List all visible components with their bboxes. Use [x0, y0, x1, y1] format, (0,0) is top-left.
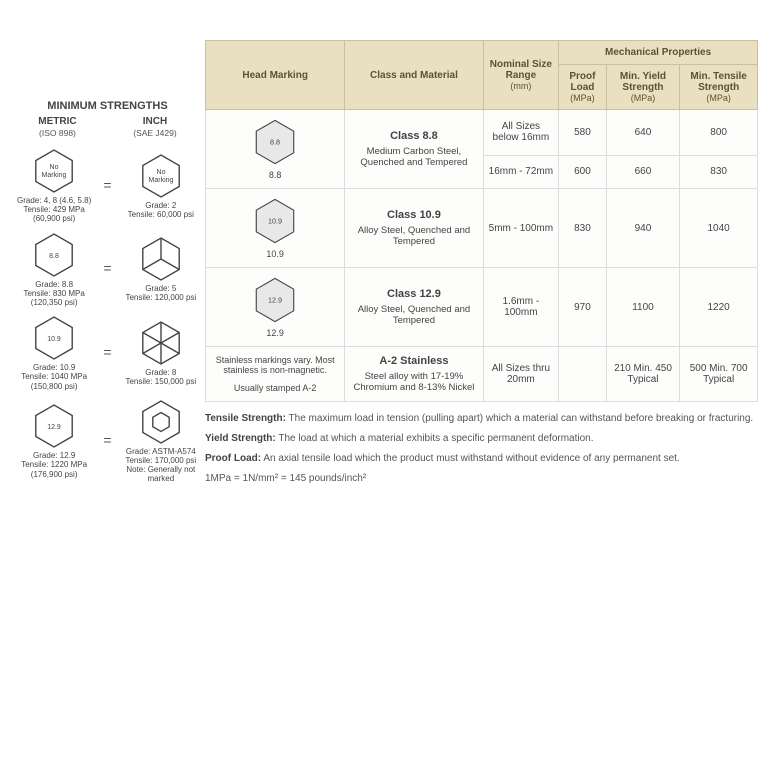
equals-sign: =	[100, 344, 115, 360]
svg-text:No: No	[50, 164, 59, 171]
data-cell: 830	[680, 155, 758, 188]
data-cell: 940	[606, 189, 680, 268]
inch-cell: Grade: 5Tensile: 120,000 psi	[118, 234, 203, 302]
hexagon-icon: 10.9	[30, 314, 78, 362]
data-cell	[559, 347, 607, 402]
data-cell: 660	[606, 155, 680, 188]
metric-cell: 10.9 Grade: 10.9Tensile: 1040 MPa(150,80…	[12, 313, 97, 391]
data-cell: 210 Min. 450 Typical	[606, 347, 680, 402]
svg-text:8.8: 8.8	[270, 137, 280, 146]
table-row: 10.9 10.9Class 10.9Alloy Steel, Quenched…	[206, 189, 758, 268]
th-proof: Proof Load(MPa)	[559, 65, 607, 110]
th-tensile: Min. Tensile Strength(MPa)	[680, 65, 758, 110]
hexagon-icon: 8.8	[30, 231, 78, 279]
th-head-marking: Head Marking	[206, 41, 345, 110]
class-material-cell: Class 10.9Alloy Steel, Quenched and Temp…	[345, 189, 483, 268]
hexagon-icon	[137, 319, 185, 367]
data-cell: 500 Min. 700 Typical	[680, 347, 758, 402]
table-row: Stainless markings vary. Most stainless …	[206, 347, 758, 402]
hexagon-icon: NoMarking	[30, 147, 78, 195]
svg-text:10.9: 10.9	[47, 336, 61, 343]
table-row: 12.9 12.9Class 12.9Alloy Steel, Quenched…	[206, 268, 758, 347]
class-material-cell: Class 8.8Medium Carbon Steel, Quenched a…	[345, 110, 483, 189]
units-header: METRIC(ISO 898) INCH(SAE J429)	[10, 116, 205, 140]
svg-text:No: No	[156, 169, 165, 176]
data-cell: All Sizes thru 20mm	[483, 347, 559, 402]
metric-cell: 12.9 Grade: 12.9Tensile: 1220 MPa(176,90…	[12, 401, 97, 479]
data-cell: 580	[559, 110, 607, 156]
data-cell: 970	[559, 268, 607, 347]
strength-table: Head Marking Class and Material Nominal …	[205, 40, 758, 402]
comparison-row: 10.9 Grade: 10.9Tensile: 1040 MPa(150,80…	[10, 313, 205, 391]
hexagon-icon: NoMarking	[137, 152, 185, 200]
th-mech: Mechanical Properties	[559, 41, 758, 65]
inch-cell: Grade: 8Tensile: 150,000 psi	[118, 318, 203, 386]
th-class-material: Class and Material	[345, 41, 483, 110]
data-cell: 1040	[680, 189, 758, 268]
comparison-row: 12.9 Grade: 12.9Tensile: 1220 MPa(176,90…	[10, 397, 205, 484]
comparison-row: 8.8 Grade: 8.8Tensile: 830 MPa(120,350 p…	[10, 230, 205, 308]
equals-sign: =	[100, 432, 115, 448]
data-cell: 830	[559, 189, 607, 268]
th-nominal: Nominal Size Range(mm)	[483, 41, 559, 110]
left-title: MINIMUM STRENGTHS	[10, 100, 205, 112]
metric-cell: 8.8 Grade: 8.8Tensile: 830 MPa(120,350 p…	[12, 230, 97, 308]
data-cell: 800	[680, 110, 758, 156]
inch-header: INCH(SAE J429)	[133, 116, 176, 140]
hexagon-icon	[137, 398, 185, 446]
data-cell: 5mm - 100mm	[483, 189, 559, 268]
minimum-strengths-panel: MINIMUM STRENGTHS METRIC(ISO 898) INCH(S…	[10, 40, 205, 762]
table-row: 8.8 8.8Class 8.8Medium Carbon Steel, Que…	[206, 110, 758, 156]
svg-text:Marking: Marking	[42, 172, 67, 179]
head-marking-cell: 12.9 12.9	[206, 268, 345, 347]
inch-cell: NoMarkingGrade: 2Tensile: 60,000 psi	[118, 151, 203, 219]
class-material-cell: A-2 StainlessSteel alloy with 17-19% Chr…	[345, 347, 483, 402]
data-cell: 640	[606, 110, 680, 156]
svg-text:Marking: Marking	[148, 177, 173, 184]
data-cell: 1.6mm - 100mm	[483, 268, 559, 347]
hexagon-icon: 8.8	[251, 118, 299, 166]
equals-sign: =	[100, 177, 115, 193]
data-cell: All Sizes below 16mm	[483, 110, 559, 156]
th-yield: Min. Yield Strength(MPa)	[606, 65, 680, 110]
head-marking-cell: 10.9 10.9	[206, 189, 345, 268]
data-cell: 1100	[606, 268, 680, 347]
class-material-cell: Class 12.9Alloy Steel, Quenched and Temp…	[345, 268, 483, 347]
hexagon-icon: 12.9	[251, 276, 299, 324]
metric-cell: NoMarkingGrade: 4, 8 (4.6, 5.8)Tensile: …	[12, 146, 97, 224]
data-cell: 600	[559, 155, 607, 188]
head-marking-cell: Stainless markings vary. Most stainless …	[206, 347, 345, 402]
definitions: Tensile Strength: The maximum load in te…	[205, 412, 758, 486]
hexagon-icon	[137, 235, 185, 283]
main-panel: Head Marking Class and Material Nominal …	[205, 40, 758, 762]
svg-text:10.9: 10.9	[268, 216, 282, 225]
hexagon-icon: 10.9	[251, 197, 299, 245]
data-cell: 1220	[680, 268, 758, 347]
svg-text:8.8: 8.8	[49, 253, 59, 260]
head-marking-cell: 8.8 8.8	[206, 110, 345, 189]
equals-sign: =	[100, 260, 115, 276]
svg-text:12.9: 12.9	[268, 295, 282, 304]
comparison-row: NoMarkingGrade: 4, 8 (4.6, 5.8)Tensile: …	[10, 146, 205, 224]
inch-cell: Grade: ASTM-A574Tensile: 170,000 psiNote…	[118, 397, 203, 484]
metric-header: METRIC(ISO 898)	[38, 116, 76, 140]
hexagon-icon: 12.9	[30, 402, 78, 450]
data-cell: 16mm - 72mm	[483, 155, 559, 188]
svg-text:12.9: 12.9	[47, 424, 61, 431]
